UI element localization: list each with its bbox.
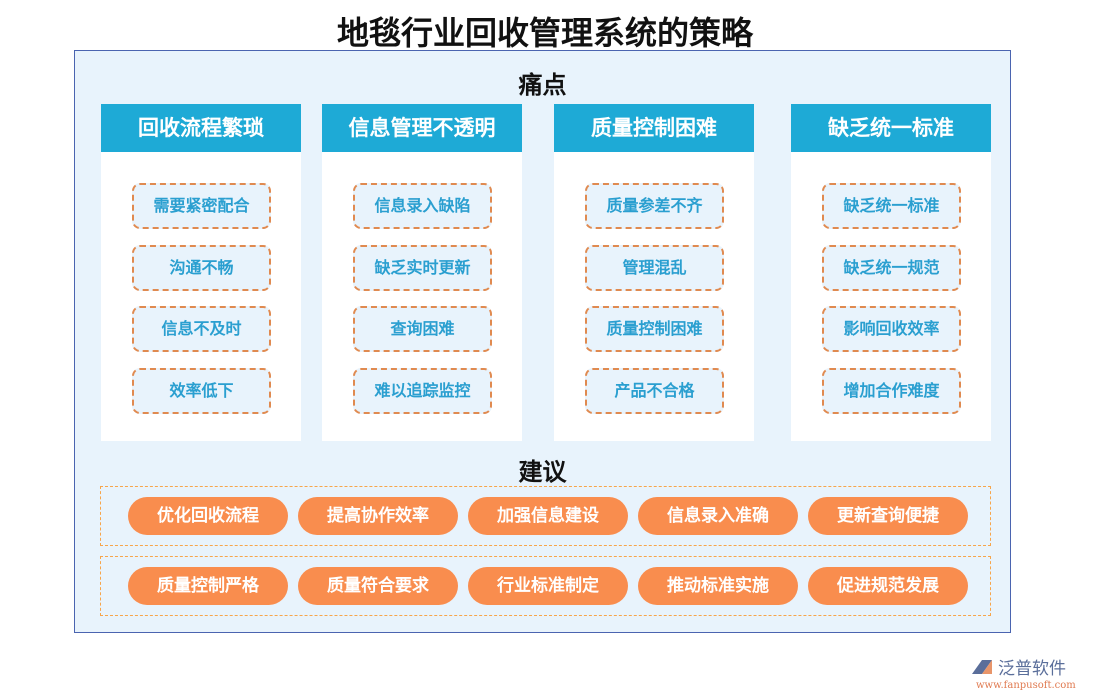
svg-text:www.fanpusoft.com: www.fanpusoft.com — [976, 680, 1076, 691]
suggestion-row: 优化回收流程 提高协作效率 加强信息建设 信息录入准确 更新查询便捷 — [100, 486, 991, 546]
suggestion-pill: 优化回收流程 — [128, 497, 288, 535]
suggestion-pill: 加强信息建设 — [468, 497, 628, 535]
pain-item: 增加合作难度 — [822, 368, 961, 414]
pain-item: 缺乏统一规范 — [822, 245, 961, 291]
pain-item: 缺乏统一标准 — [822, 183, 961, 229]
suggestion-pill: 信息录入准确 — [638, 497, 798, 535]
pain-item: 影响回收效率 — [822, 306, 961, 352]
pain-item: 管理混乱 — [585, 245, 724, 291]
pain-heading: 痛点 — [518, 71, 567, 99]
suggest-heading: 建议 — [518, 458, 567, 486]
pain-column: 信息管理不透明 信息录入缺陷 缺乏实时更新 查询困难难以追踪监控 — [322, 104, 522, 441]
suggestion-row: 质量控制严格 质量符合要求 行业标准制定 推动标准实施 促进规范发展 — [100, 556, 991, 616]
pain-item: 缺乏实时更新 — [353, 245, 492, 291]
suggestion-pill: 提高协作效率 — [298, 497, 458, 535]
suggestion-pill: 更新查询便捷 — [808, 497, 968, 535]
pain-item: 难以追踪监控 — [353, 368, 492, 414]
pain-item: 信息录入缺陷 — [353, 183, 492, 229]
pain-item: 效率低下 — [132, 368, 271, 414]
suggestion-pill: 行业标准制定 — [468, 567, 628, 605]
pain-item: 信息不及时 — [132, 306, 271, 352]
pain-item: 产品不合格 — [585, 368, 724, 414]
pain-column: 质量控制困难 质量参差不齐 管理混乱 质量控制困难 产品不合格 — [554, 104, 754, 441]
pain-header: 信息管理不透明 — [322, 104, 522, 152]
pain-column: 回收流程繁琐 需要紧密配合 沟通不畅信息不及时效率低下 — [101, 104, 301, 441]
pain-item: 查询困难 — [353, 306, 492, 352]
pain-header: 质量控制困难 — [554, 104, 754, 152]
pain-item: 需要紧密配合 — [132, 183, 271, 229]
fanpusoft-logo: 泛普软件 www.fanpusoft.com — [968, 652, 1093, 692]
suggestion-pill: 促进规范发展 — [808, 567, 968, 605]
pain-column: 缺乏统一标准 缺乏统一标准 缺乏统一规范 影响回收效率 增加合作难度 — [791, 104, 991, 441]
main-panel: 痛点 回收流程繁琐 需要紧密配合 沟通不畅 信息不及时 效率低下 信息管理不透明 信息录入缺… — [74, 50, 1011, 633]
svg-text:泛普软件: 泛普软件 — [998, 659, 1066, 679]
suggestion-pill: 质量符合要求 — [298, 567, 458, 605]
suggestion-pill: 推动标准实施 — [638, 567, 798, 605]
pain-header: 回收流程繁琐 — [101, 104, 301, 152]
pain-item: 质量控制困难 — [585, 306, 724, 352]
suggestion-pill: 质量控制严格 — [128, 567, 288, 605]
pain-item: 质量参差不齐 — [585, 183, 724, 229]
pain-item: 沟通不畅 — [132, 245, 271, 291]
logo-icon: 泛普软件 www.fanpusoft.com — [972, 659, 1076, 691]
page-title: 地毯行业回收管理系统的策略 — [336, 14, 753, 52]
pain-header: 缺乏统一标准 — [791, 104, 991, 152]
